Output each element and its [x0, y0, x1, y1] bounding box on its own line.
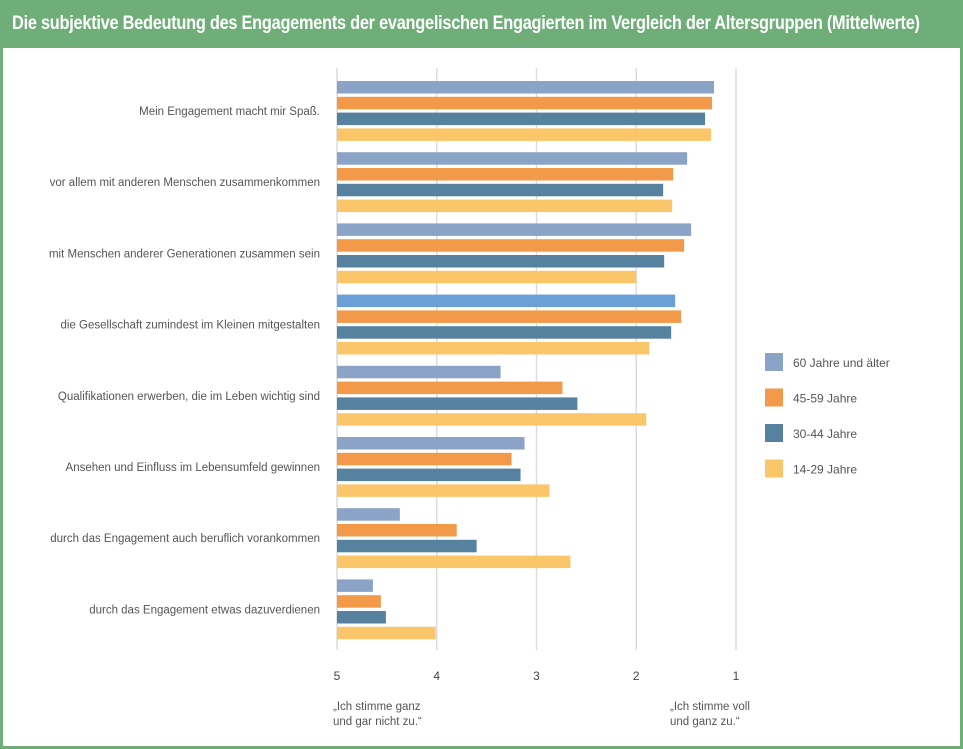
bar-8-45-59-jahre: [337, 595, 381, 608]
tick-label-1: 1: [733, 669, 740, 683]
bar-8-14-29-jahre: [337, 626, 436, 640]
tick-label-4: 4: [433, 669, 440, 683]
category-label: mit Menschen anderer Generationen zusamm…: [49, 248, 320, 260]
tick-label-2: 2: [633, 669, 640, 683]
legend-swatch: [765, 459, 783, 478]
category-label: durch das Engagement etwas dazuverdienen: [89, 604, 320, 616]
chart-title: Die subjektive Bedeutung des Engagements…: [12, 13, 920, 34]
bar-7-14-29-jahre: [337, 555, 571, 569]
bar-5-45-59-jahre: [337, 381, 563, 395]
bar-7-30-44-jahre: [337, 539, 477, 553]
bar-6-30-44-jahre: [337, 468, 521, 482]
bar-5-30-44-jahre: [337, 397, 578, 410]
bar-4-45-59-jahre: [337, 310, 682, 323]
bar-1-14-29-jahre: [337, 128, 712, 141]
bar-8-30-44-jahre: [337, 611, 386, 624]
bar-7-45-59-jahre: [337, 524, 457, 537]
bar-3-14-29-jahre: [337, 270, 637, 284]
bar-4-30-44-jahre: [337, 326, 672, 339]
bar-1-30-44-jahre: [337, 112, 706, 126]
legend-label: 60 Jahre und älter: [793, 356, 890, 370]
category-label: Qualifikationen erwerben, die im Leben w…: [58, 391, 320, 403]
bar-8-60-jahre-und-lter: [337, 579, 373, 592]
legend-label: 45-59 Jahre: [793, 392, 857, 406]
bar-7-60-jahre-und-lter: [337, 508, 400, 521]
bar-3-60-jahre-und-lter: [337, 223, 692, 236]
bar-3-45-59-jahre: [337, 239, 685, 252]
category-label: Mein Engagement macht mir Spaß.: [139, 106, 320, 118]
chart-header: Die subjektive Bedeutung des Engagements…: [0, 0, 963, 48]
legend-swatch: [765, 424, 783, 442]
category-label: vor allem mit anderen Menschen zusammenk…: [50, 177, 320, 189]
bar-5-14-29-jahre: [337, 413, 647, 426]
legend-label: 14-29 Jahre: [793, 463, 857, 477]
category-label: durch das Engagement auch beruflich vora…: [50, 533, 320, 545]
bar-2-45-59-jahre: [337, 168, 674, 181]
category-label: die Gesellschaft zumindest im Kleinen mi…: [60, 320, 320, 332]
tick-label-5: 5: [334, 669, 341, 683]
legend-swatch: [765, 353, 783, 371]
scale-note-left: „Ich stimme ganz: [333, 701, 421, 713]
bar-1-45-59-jahre: [337, 96, 713, 110]
category-label: Ansehen und Einfluss im Lebensumfeld gew…: [66, 462, 320, 474]
bar-2-30-44-jahre: [337, 183, 664, 197]
bar-6-45-59-jahre: [337, 452, 512, 466]
bar-1-60-jahre-und-lter: [337, 81, 715, 94]
bar-6-60-jahre-und-lter: [337, 437, 525, 450]
bar-3-30-44-jahre: [337, 255, 665, 268]
legend-label: 30-44 Jahre: [793, 427, 857, 441]
bar-6-14-29-jahre: [337, 484, 550, 497]
bar-2-60-jahre-und-lter: [337, 152, 688, 165]
legend-swatch: [765, 388, 783, 407]
bar-5-60-jahre-und-lter: [337, 365, 501, 379]
scale-note-right: „Ich stimme voll: [670, 701, 750, 713]
bar-4-14-29-jahre: [337, 342, 650, 355]
scale-note-right: und ganz zu.“: [670, 716, 740, 728]
tick-label-3: 3: [533, 669, 540, 683]
bar-4-60-jahre-und-lter: [337, 294, 676, 308]
bar-2-14-29-jahre: [337, 199, 673, 213]
scale-note-left: und gar nicht zu.“: [333, 716, 422, 728]
